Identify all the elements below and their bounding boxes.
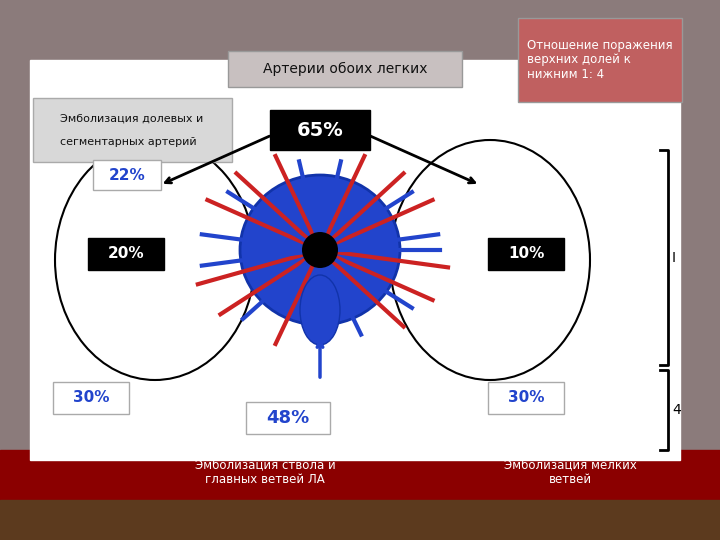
- FancyBboxPatch shape: [270, 110, 370, 150]
- Text: Эмболизация долевых и

сегментарных артерий: Эмболизация долевых и сегментарных артер…: [60, 113, 204, 146]
- Text: 30%: 30%: [508, 390, 544, 406]
- Text: 22%: 22%: [109, 167, 145, 183]
- Ellipse shape: [300, 275, 340, 345]
- FancyBboxPatch shape: [488, 238, 564, 270]
- Text: 48%: 48%: [266, 409, 310, 427]
- FancyBboxPatch shape: [518, 18, 682, 102]
- FancyBboxPatch shape: [246, 402, 330, 434]
- FancyBboxPatch shape: [53, 382, 129, 414]
- Bar: [30, 60, 680, 460]
- Text: 20%: 20%: [108, 246, 144, 261]
- FancyBboxPatch shape: [33, 98, 232, 162]
- Text: 30%: 30%: [73, 390, 109, 406]
- Text: 10%: 10%: [508, 246, 544, 261]
- Bar: [0, 500, 720, 540]
- Text: I: I: [672, 251, 676, 265]
- Text: 65%: 65%: [297, 120, 343, 139]
- FancyBboxPatch shape: [228, 51, 462, 87]
- Text: Отношение поражения
верхних долей к
нижним 1: 4: Отношение поражения верхних долей к нижн…: [527, 38, 672, 82]
- Text: Эмболизация мелких
ветвей: Эмболизация мелких ветвей: [503, 458, 636, 486]
- Circle shape: [302, 232, 338, 268]
- Bar: [0, 450, 720, 540]
- Ellipse shape: [240, 175, 400, 325]
- FancyBboxPatch shape: [488, 382, 564, 414]
- Text: 4: 4: [672, 403, 680, 417]
- Text: Артерии обоих легких: Артерии обоих легких: [263, 62, 427, 76]
- Text: Эмболизация ствола и
главных ветвей ЛА: Эмболизация ствола и главных ветвей ЛА: [194, 458, 336, 486]
- FancyBboxPatch shape: [88, 238, 164, 270]
- FancyBboxPatch shape: [93, 160, 161, 190]
